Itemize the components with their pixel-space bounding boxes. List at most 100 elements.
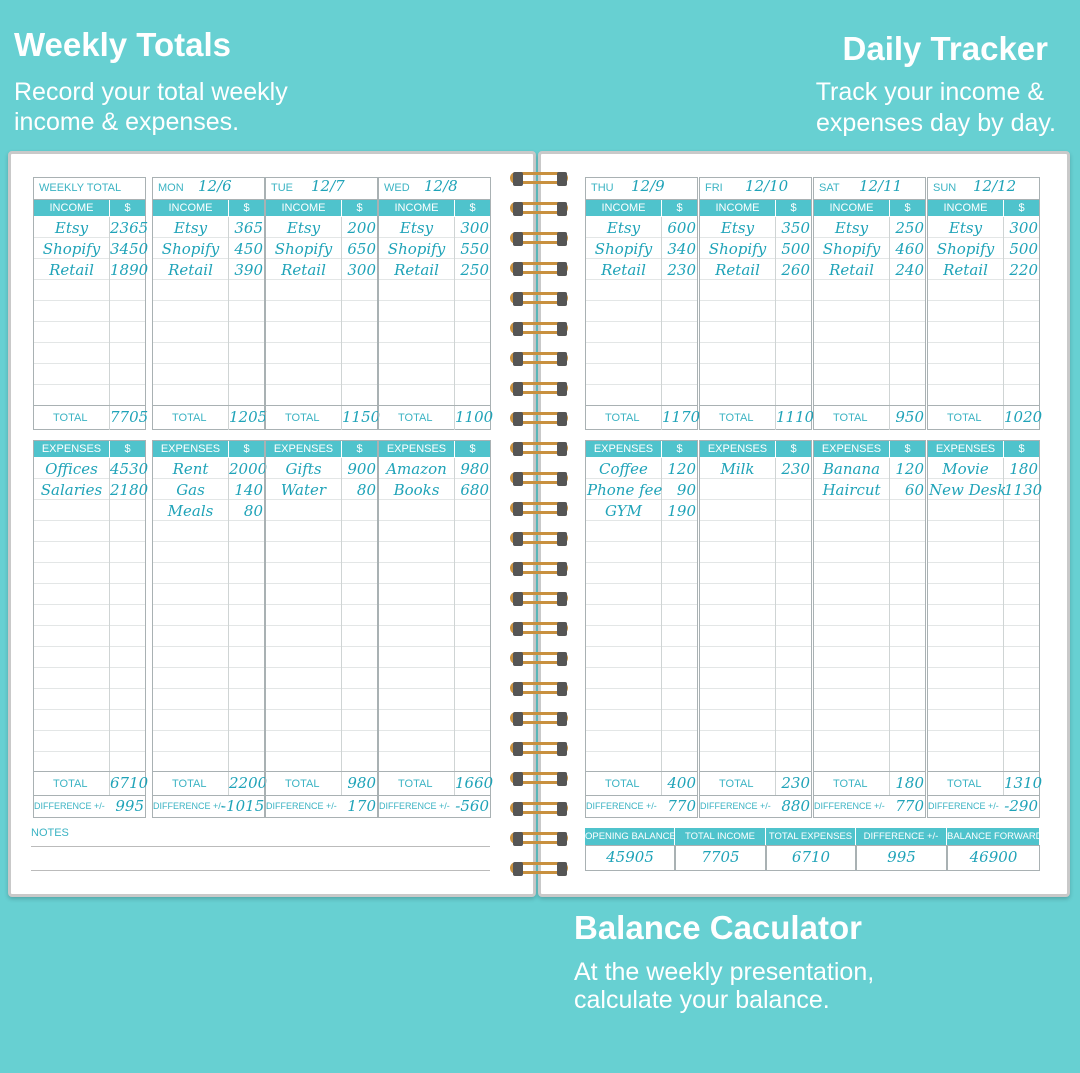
entry-name: Retail (829, 261, 874, 279)
difference-box (378, 795, 491, 818)
day-header (585, 177, 698, 199)
entry-name: Phone fee (587, 481, 663, 499)
spiral-hole (513, 742, 523, 756)
total-value: 980 (347, 774, 376, 792)
entry-name: Movie (942, 460, 989, 478)
total-value: 1310 (1004, 774, 1043, 792)
difference-label: DIFFERENCE +/- (266, 801, 337, 811)
total-value: 1170 (662, 408, 701, 426)
date: 12/11 (859, 177, 903, 195)
difference-label: DIFFERENCE +/- (379, 801, 450, 811)
section-header: $ (1004, 200, 1039, 216)
entry-name: Shopify (822, 240, 881, 258)
balance-cell (947, 845, 1040, 871)
difference-box (33, 795, 146, 818)
spiral-hole (557, 202, 567, 216)
spiral-hole (513, 382, 523, 396)
ruled-lines (379, 458, 490, 770)
section-header: $ (776, 441, 811, 457)
entry-amount: 500 (781, 240, 810, 258)
entry-name: Salaries (40, 481, 103, 499)
entry-name: Water (280, 481, 327, 499)
day-header (927, 177, 1040, 199)
section-header: INCOME (586, 200, 661, 216)
total-label: TOTAL (172, 412, 207, 424)
difference-value: 770 (895, 797, 924, 815)
day-label: TUE (271, 182, 293, 194)
total-line (265, 771, 378, 772)
total-line (585, 771, 698, 772)
section-header: $ (229, 200, 264, 216)
spiral-hole (513, 472, 523, 486)
total-value: 400 (667, 774, 696, 792)
difference-label: DIFFERENCE +/- (153, 801, 224, 811)
entry-name: Retail (943, 261, 988, 279)
ruled-lines (928, 458, 1039, 770)
entry-name: Amazon (386, 460, 447, 478)
section-header: EXPENSES (379, 441, 454, 457)
spiral-hole (513, 802, 523, 816)
date: 12/10 (745, 177, 789, 195)
entry-amount: 60 (904, 481, 924, 499)
total-value: 1020 (1004, 408, 1043, 426)
day-label: SAT (819, 182, 840, 194)
section-header: INCOME (266, 200, 341, 216)
balance-cell (856, 845, 947, 871)
total-line (33, 771, 146, 772)
section-header: $ (1004, 441, 1039, 457)
day-header (265, 177, 378, 199)
day-header (152, 177, 265, 199)
section-header: $ (342, 200, 377, 216)
spiral-hole (513, 772, 523, 786)
balance-value: 46900 (969, 848, 1018, 866)
divider (1003, 458, 1004, 796)
difference-value: -290 (1004, 797, 1038, 815)
entry-amount: 1130 (1004, 481, 1043, 499)
spiral-hole (513, 502, 523, 516)
entry-name: Etsy (54, 219, 89, 237)
difference-value: 170 (347, 797, 376, 815)
caption-line: Record your total weekly (14, 78, 288, 106)
balance-header: TOTAL EXPENSES (766, 828, 855, 845)
divider (228, 217, 229, 430)
section-header: EXPENSES (928, 441, 1003, 457)
day-header (378, 177, 491, 199)
date: 12/9 (631, 177, 665, 195)
entry-amount: 600 (667, 219, 696, 237)
difference-box (585, 795, 698, 818)
entry-amount: 4530 (110, 460, 149, 478)
entry-name: Books (393, 481, 440, 499)
divider (109, 458, 110, 796)
entry-name: Shopify (387, 240, 446, 258)
section-header: $ (662, 200, 697, 216)
section-header: $ (890, 441, 925, 457)
difference-box (265, 795, 378, 818)
entry-amount: 120 (895, 460, 924, 478)
entry-name: Shopify (161, 240, 220, 258)
entry-amount: 230 (781, 460, 810, 478)
caption-title: Daily Tracker (842, 30, 1048, 67)
total-line (378, 771, 491, 772)
spiral-hole (557, 232, 567, 246)
entry-name: Retail (601, 261, 646, 279)
entry-name: Etsy (173, 219, 208, 237)
total-value: 950 (895, 408, 924, 426)
notes-line (31, 870, 490, 871)
spiral-hole (557, 802, 567, 816)
spiral-hole (557, 712, 567, 726)
entry-amount: 340 (667, 240, 696, 258)
total-line (813, 771, 926, 772)
total-line (699, 771, 812, 772)
balance-value: 45905 (606, 848, 654, 866)
spiral-hole (557, 562, 567, 576)
balance-cell (675, 845, 766, 871)
spiral-hole (513, 292, 523, 306)
section-header: INCOME (700, 200, 775, 216)
section-header: $ (342, 441, 377, 457)
day-label: THU (591, 182, 614, 194)
day-header (813, 177, 926, 199)
total-value: 2200 (229, 774, 268, 792)
ruled-lines (266, 217, 377, 404)
section-box (33, 199, 146, 430)
spiral-hole (513, 322, 523, 336)
